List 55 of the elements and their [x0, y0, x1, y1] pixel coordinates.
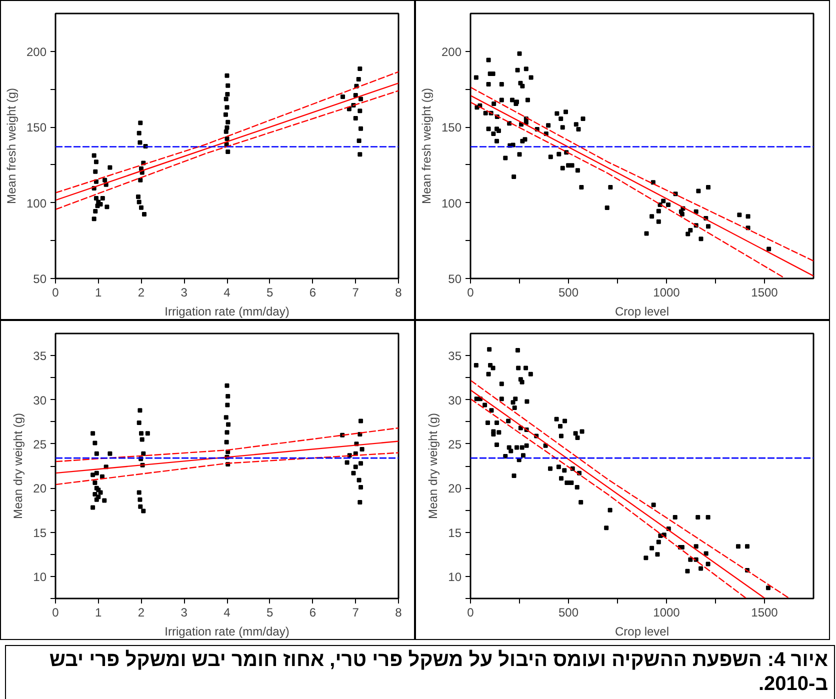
y-tick-label: 35 [33, 349, 47, 364]
x-tick-label: 4 [224, 606, 231, 620]
x-tick-label: 8 [395, 286, 402, 300]
x-tick-label: 0 [52, 606, 60, 620]
y-axis-title: Mean dry weight (g) [11, 412, 26, 520]
x-tick-label: 7 [352, 286, 360, 300]
x-tick-label: 1 [95, 606, 102, 620]
y-tick-label: 20 [448, 482, 462, 496]
x-tick-label: 1500 [751, 286, 778, 300]
y-tick-label: 35 [448, 349, 462, 364]
text: איור 4: השפעת ההשקיה ועומס היבול על משקל פרי טרי, אחוז חומר יבש ומשקל פרי יבש ב-2010. [48, 648, 828, 696]
x-tick-label: 0 [467, 606, 474, 620]
y-tick-label: 100 [441, 196, 462, 210]
x-tick-label: 0 [52, 286, 60, 300]
y-tick-label: 100 [26, 196, 47, 210]
y-axis-title: Mean dry weight (g) [426, 412, 440, 520]
y-tick-label: 20 [33, 482, 47, 496]
x-tick-label: 5 [266, 286, 274, 300]
y-tick-label: 200 [26, 44, 47, 59]
x-axis-title: Crop level [614, 304, 670, 318]
x-tick-label: 2 [138, 286, 145, 300]
y-axis-title: Mean fresh weight (g) [419, 88, 434, 204]
x-tick-label: 2 [138, 606, 145, 620]
x-tick-label: 1 [95, 286, 102, 300]
y-tick-label: 15 [448, 526, 462, 540]
y-tick-label: 30 [33, 393, 47, 408]
x-tick-label: 6 [309, 286, 316, 300]
x-tick-label: 7 [352, 606, 360, 620]
x-tick-label: 500 [558, 606, 579, 620]
x-tick-label: 6 [309, 606, 316, 620]
x-axis-title: Irrigation rate (mm/day) [164, 304, 290, 318]
x-tick-label: 500 [558, 286, 579, 300]
x-tick-label: 1000 [653, 606, 680, 620]
y-tick-label: 50 [33, 272, 47, 286]
y-tick-label: 150 [26, 120, 47, 135]
y-tick-label: 30 [448, 393, 462, 408]
x-axis-title: Irrigation rate (mm/day) [164, 624, 290, 638]
x-tick-label: 3 [180, 606, 188, 620]
y-tick-label: 10 [33, 570, 47, 584]
y-tick-label: 50 [448, 272, 462, 286]
y-tick-label: 15 [33, 526, 47, 540]
y-tick-label: 150 [441, 120, 462, 135]
y-tick-label: 200 [441, 44, 462, 59]
y-tick-label: 10 [448, 570, 462, 584]
y-tick-label: 25 [33, 437, 47, 452]
y-tick-label: 25 [448, 437, 462, 452]
x-tick-label: 4 [224, 286, 231, 300]
x-tick-label: 3 [180, 286, 188, 300]
x-tick-label: 8 [395, 606, 402, 620]
x-tick-label: 0 [467, 286, 474, 300]
x-tick-label: 5 [266, 606, 274, 620]
x-tick-label: 1500 [751, 606, 778, 620]
x-axis-title: Crop level [614, 624, 670, 638]
x-tick-label: 1000 [653, 286, 680, 300]
y-axis-title: Mean fresh weight (g) [4, 88, 18, 204]
